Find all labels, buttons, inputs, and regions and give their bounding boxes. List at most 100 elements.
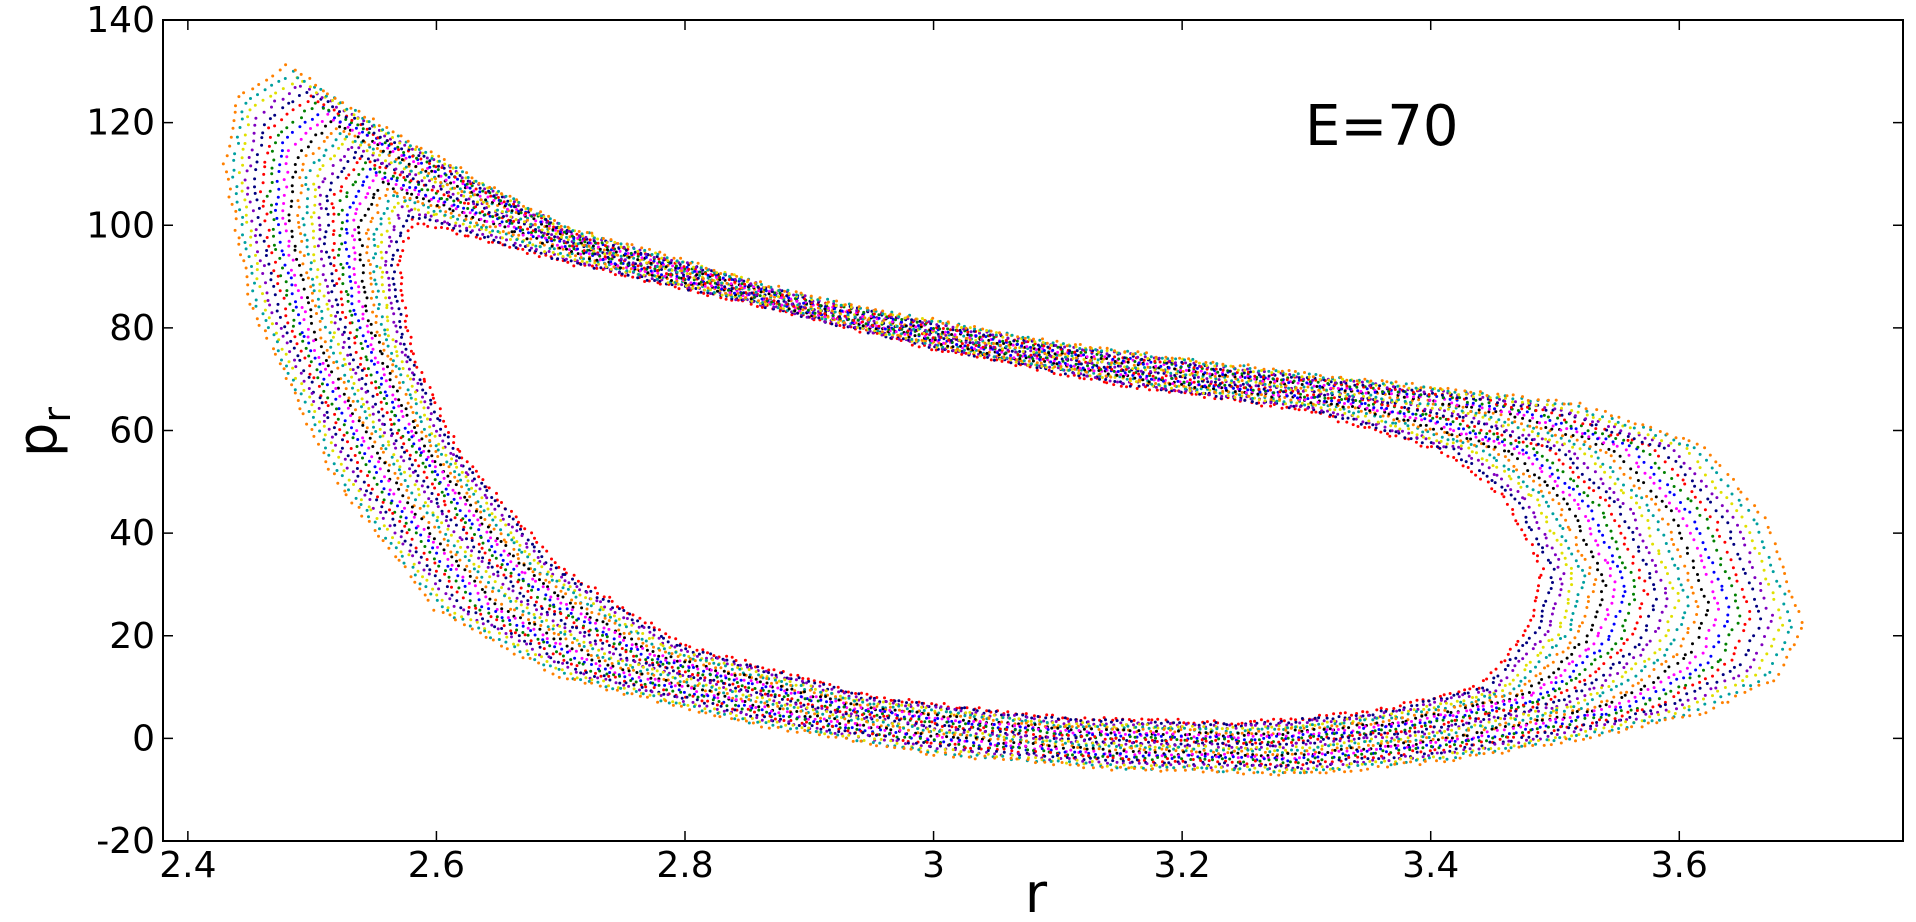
scatter-point bbox=[409, 335, 413, 339]
scatter-point bbox=[1540, 511, 1543, 515]
scatter-point bbox=[613, 631, 617, 634]
scatter-point bbox=[1451, 714, 1455, 718]
scatter-point bbox=[447, 442, 451, 446]
scatter-point bbox=[576, 247, 579, 251]
scatter-point bbox=[1475, 711, 1479, 715]
scatter-point bbox=[351, 183, 355, 187]
scatter-point bbox=[695, 648, 699, 652]
scatter-point bbox=[897, 699, 901, 703]
scatter-point bbox=[1460, 719, 1464, 723]
scatter-point bbox=[1563, 635, 1567, 638]
scatter-point bbox=[477, 542, 481, 546]
scatter-point bbox=[339, 262, 343, 266]
scatter-point bbox=[1354, 417, 1358, 421]
scatter-point bbox=[438, 414, 442, 418]
scatter-point bbox=[1611, 595, 1615, 599]
scatter-point bbox=[390, 306, 394, 310]
scatter-point bbox=[520, 570, 524, 574]
scatter-point bbox=[1601, 533, 1605, 537]
scatter-point bbox=[1168, 728, 1172, 732]
scatter-point bbox=[468, 495, 472, 499]
scatter-point bbox=[453, 470, 457, 474]
scatter-point bbox=[1243, 729, 1247, 733]
scatter-point bbox=[1445, 442, 1449, 446]
scatter-point bbox=[1178, 721, 1182, 725]
scatter-point bbox=[1564, 609, 1568, 613]
scatter-point bbox=[532, 574, 536, 577]
scatter-point bbox=[1429, 725, 1432, 729]
scatter-point bbox=[563, 245, 567, 248]
scatter-point bbox=[488, 513, 491, 517]
scatter-point bbox=[947, 338, 951, 342]
scatter-point bbox=[1561, 470, 1565, 474]
scatter-point bbox=[631, 613, 635, 617]
scatter-point bbox=[1200, 738, 1204, 742]
scatter-point bbox=[1253, 723, 1257, 727]
scatter-point bbox=[554, 566, 558, 570]
scatter-point bbox=[403, 353, 407, 357]
scatter-point bbox=[1000, 713, 1003, 717]
scatter-point bbox=[1461, 419, 1465, 423]
scatter-point bbox=[1603, 558, 1607, 562]
scatter-point bbox=[1439, 439, 1443, 443]
scatter-point bbox=[1156, 732, 1160, 736]
scatter-point bbox=[456, 205, 460, 208]
scatter-point bbox=[1214, 738, 1218, 742]
scatter-point bbox=[434, 226, 438, 230]
scatter-point bbox=[964, 722, 967, 726]
scatter-point bbox=[688, 660, 692, 664]
scatter-point bbox=[1623, 590, 1627, 594]
scatter-point bbox=[972, 351, 976, 355]
scatter-point bbox=[1521, 448, 1525, 452]
scatter-point bbox=[344, 316, 348, 319]
scatter-point bbox=[415, 411, 419, 415]
scatter-point bbox=[1032, 714, 1036, 718]
scatter-point bbox=[803, 690, 806, 694]
scatter-point bbox=[1407, 431, 1411, 435]
scatter-point bbox=[491, 220, 495, 224]
scatter-point bbox=[1525, 641, 1529, 645]
scatter-point bbox=[871, 323, 875, 327]
scatter-point bbox=[379, 322, 383, 326]
scatter-point bbox=[368, 271, 372, 275]
scatter-point bbox=[373, 356, 377, 360]
scatter-point bbox=[861, 320, 864, 324]
scatter-point bbox=[1119, 721, 1123, 725]
scatter-point bbox=[1221, 390, 1225, 393]
scatter-point bbox=[495, 213, 499, 217]
scatter-point bbox=[1024, 712, 1028, 716]
scatter-point bbox=[572, 573, 576, 577]
scatter-point bbox=[1461, 464, 1465, 468]
scatter-point bbox=[532, 545, 536, 549]
scatter-point bbox=[620, 272, 624, 276]
scatter-point bbox=[526, 555, 530, 559]
scatter-point bbox=[540, 565, 544, 569]
scatter-point bbox=[1297, 731, 1301, 735]
scatter-point bbox=[1542, 567, 1545, 571]
scatter-point bbox=[385, 338, 388, 342]
scatter-point bbox=[411, 215, 415, 219]
scatter-point bbox=[417, 438, 421, 442]
scatter-point bbox=[1594, 578, 1598, 582]
scatter-point bbox=[1415, 436, 1419, 440]
scatter-point bbox=[1310, 723, 1314, 727]
scatter-point bbox=[1629, 570, 1633, 574]
scatter-point bbox=[727, 677, 731, 681]
scatter-point bbox=[1270, 741, 1274, 745]
scatter-point bbox=[722, 661, 726, 665]
scatter-point bbox=[1398, 427, 1402, 431]
scatter-point bbox=[675, 643, 679, 647]
scatter-point bbox=[709, 292, 712, 295]
scatter-point bbox=[564, 257, 568, 261]
scatter-point bbox=[1331, 717, 1335, 721]
scatter-point bbox=[473, 224, 477, 228]
scatter-point bbox=[394, 339, 398, 343]
scatter-point bbox=[1448, 427, 1452, 431]
scatter-point bbox=[1541, 696, 1545, 700]
scatter-point bbox=[574, 601, 577, 605]
scatter-point bbox=[529, 237, 533, 241]
scatter-point bbox=[658, 275, 662, 279]
scatter-point bbox=[1532, 479, 1536, 483]
scatter-point bbox=[387, 296, 391, 300]
scatter-point bbox=[881, 712, 884, 716]
